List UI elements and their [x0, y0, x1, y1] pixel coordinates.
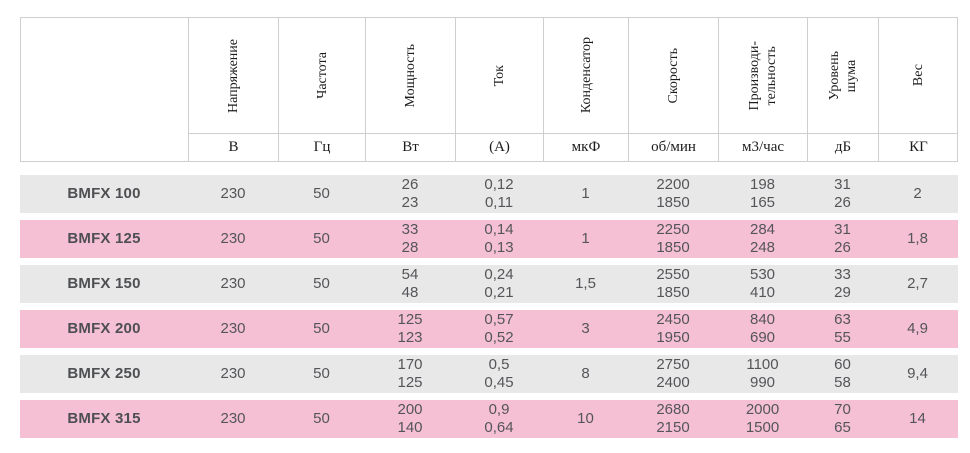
cell-noise: 31 26 — [834, 221, 851, 256]
cell-weight: 1,8 — [907, 230, 928, 247]
column-header-weight: Вес — [879, 18, 958, 133]
column-header-frequency-label: Частота — [314, 52, 330, 99]
cell-frequency: 50 — [313, 365, 330, 382]
cell-voltage: 230 — [220, 410, 246, 427]
cell-noise: 63 55 — [834, 311, 851, 346]
row-model-label: BMFX 100 — [67, 185, 141, 202]
column-header-noise-label: Уровень шума — [827, 50, 859, 101]
row-model-label: BMFX 150 — [67, 275, 141, 292]
unit-noise: дБ — [808, 133, 879, 161]
cell-weight: 2,7 — [907, 275, 928, 292]
cell-speed: 2250 1850 — [656, 221, 690, 256]
cell-power: 26 23 — [401, 176, 419, 211]
column-header-current-label: Ток — [492, 64, 507, 87]
cell-capacity: 1100 990 — [746, 356, 779, 391]
unit-power: Вт — [366, 133, 456, 161]
table-header: Напряжение Частота Мощность Ток Конденса… — [20, 17, 958, 162]
cell-speed: 2450 1950 — [656, 311, 690, 346]
cell-power: 33 28 — [401, 221, 419, 256]
cell-current: 0,57 0,52 — [484, 311, 514, 346]
cell-capacitor: 1 — [581, 185, 590, 202]
unit-capacitor: мкФ — [544, 133, 629, 161]
unit-capacity: м3/час — [719, 133, 808, 161]
unit-frequency: Гц — [279, 133, 366, 161]
column-header-speed-label: Скорость — [666, 47, 681, 104]
cell-capacity: 284 248 — [749, 221, 776, 256]
cell-capacity: 198 165 — [749, 176, 776, 211]
cell-voltage: 230 — [220, 320, 246, 337]
unit-current: (А) — [456, 133, 544, 161]
column-header-power-label: Мощность — [403, 43, 418, 108]
cell-weight: 4,9 — [907, 320, 928, 337]
cell-speed: 2750 2400 — [656, 356, 690, 391]
table-row-bmfx-150: BMFX 150 230 50 54 48 0,24 0,21 1,5 2550… — [20, 265, 958, 303]
cell-power: 200 140 — [397, 401, 423, 436]
cell-current: 0,5 0,45 — [484, 356, 514, 391]
table-body: BMFX 100 230 50 26 23 0,12 0,11 1 2200 1… — [20, 175, 958, 438]
cell-frequency: 50 — [313, 185, 330, 202]
column-header-weight-label: Вес — [911, 64, 926, 87]
cell-capacity: 840 690 — [749, 311, 776, 346]
cell-capacitor: 10 — [577, 410, 594, 427]
cell-speed: 2550 1850 — [656, 266, 690, 301]
table-row-bmfx-125: BMFX 125 230 50 33 28 0,14 0,13 1 2250 1… — [20, 220, 958, 258]
cell-current: 0,9 0,64 — [484, 401, 514, 436]
column-header-capacity-label: Производи- тельность — [747, 40, 779, 111]
cell-noise: 33 29 — [834, 266, 851, 301]
cell-power: 125 123 — [397, 311, 423, 346]
cell-capacitor: 1,5 — [575, 275, 596, 292]
table-row-bmfx-315: BMFX 315 230 50 200 140 0,9 0,64 10 2680… — [20, 400, 958, 438]
cell-current: 0,14 0,13 — [484, 221, 514, 256]
cell-capacitor: 8 — [581, 365, 590, 382]
cell-voltage: 230 — [220, 275, 246, 292]
cell-power: 54 48 — [401, 266, 419, 301]
column-header-capacity: Производи- тельность — [719, 18, 808, 133]
row-model-label: BMFX 315 — [67, 410, 141, 427]
cell-capacitor: 1 — [581, 230, 590, 247]
cell-weight: 2 — [913, 185, 922, 202]
column-header-current: Ток — [456, 18, 544, 133]
row-model-label: BMFX 250 — [67, 365, 141, 382]
cell-frequency: 50 — [313, 320, 330, 337]
cell-weight: 14 — [909, 410, 926, 427]
column-header-capacitor: Конденсатор — [544, 18, 629, 133]
column-header-speed: Скорость — [629, 18, 719, 133]
table-row-bmfx-200: BMFX 200 230 50 125 123 0,57 0,52 3 2450… — [20, 310, 958, 348]
cell-capacity: 530 410 — [749, 266, 776, 301]
cell-weight: 9,4 — [907, 365, 928, 382]
cell-noise: 31 26 — [834, 176, 851, 211]
cell-noise: 70 65 — [834, 401, 851, 436]
cell-speed: 2680 2150 — [656, 401, 690, 436]
cell-power: 170 125 — [397, 356, 423, 391]
cell-noise: 60 58 — [834, 356, 851, 391]
column-header-voltage: Напряжение — [189, 18, 279, 133]
column-header-frequency: Частота — [279, 18, 366, 133]
unit-weight: КГ — [879, 133, 958, 161]
unit-voltage: В — [189, 133, 279, 161]
cell-voltage: 230 — [220, 230, 246, 247]
column-header-voltage-label: Напряжение — [226, 38, 241, 113]
cell-frequency: 50 — [313, 230, 330, 247]
table-row-bmfx-250: BMFX 250 230 50 170 125 0,5 0,45 8 2750 … — [20, 355, 958, 393]
unit-speed: об/мин — [629, 133, 719, 161]
cell-frequency: 50 — [313, 275, 330, 292]
column-header-capacitor-label: Конденсатор — [578, 37, 594, 114]
fan-spec-table: Напряжение Частота Мощность Ток Конденса… — [20, 17, 958, 445]
cell-voltage: 230 — [220, 365, 246, 382]
column-header-power: Мощность — [366, 18, 456, 133]
cell-current: 0,12 0,11 — [484, 176, 514, 211]
cell-voltage: 230 — [220, 185, 246, 202]
cell-speed: 2200 1850 — [656, 176, 690, 211]
cell-capacitor: 3 — [581, 320, 590, 337]
cell-frequency: 50 — [313, 410, 330, 427]
cell-capacity: 2000 1500 — [745, 401, 780, 436]
header-corner-cell — [21, 18, 189, 161]
cell-current: 0,24 0,21 — [484, 266, 514, 301]
row-model-label: BMFX 125 — [67, 230, 141, 247]
table-row-bmfx-100: BMFX 100 230 50 26 23 0,12 0,11 1 2200 1… — [20, 175, 958, 213]
row-model-label: BMFX 200 — [67, 320, 141, 337]
column-header-noise: Уровень шума — [808, 18, 879, 133]
